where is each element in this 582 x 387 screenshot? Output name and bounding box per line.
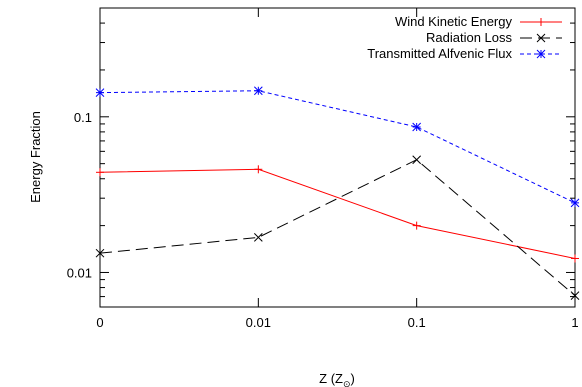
legend-marker	[536, 49, 546, 59]
data-point	[253, 86, 263, 96]
y-tick-label: 0.1	[74, 110, 92, 125]
legend-item: Transmitted Alfvenic Flux	[367, 46, 562, 61]
legend-label: Wind Kinetic Energy	[395, 14, 513, 29]
data-point	[571, 254, 579, 263]
legend-marker	[536, 33, 546, 43]
data-point	[570, 291, 580, 300]
x-axis-ticks: 0 0.01 0.1 1	[96, 8, 579, 330]
series-2	[95, 86, 580, 208]
data-point	[412, 221, 421, 230]
x-tick-label: 0	[96, 315, 103, 330]
legend-item: Wind Kinetic Energy	[395, 14, 562, 29]
legend-label: Radiation Loss	[426, 30, 512, 45]
series-1	[95, 155, 580, 300]
plot-frame	[99, 7, 576, 308]
series-line	[100, 90, 575, 204]
series-layer	[95, 86, 580, 300]
data-point	[96, 168, 104, 177]
y-tick-label: 0.01	[67, 265, 92, 280]
x-axis-label-main: Z (Z	[319, 371, 343, 386]
data-point	[95, 248, 105, 258]
x-tick-label: 1	[571, 315, 578, 330]
x-axis-label-subscript: ⊙	[343, 379, 351, 387]
data-point	[95, 88, 105, 97]
y-axis-ticks: 0.01 0.1	[67, 7, 575, 308]
series-line	[100, 168, 575, 259]
y-axis-label: Energy Fraction	[28, 111, 43, 203]
series-0	[96, 165, 579, 263]
x-axis-label-close: )	[351, 371, 355, 386]
data-point	[412, 122, 422, 132]
data-point	[253, 233, 263, 242]
x-tick-label: 0.01	[246, 315, 271, 330]
data-point	[570, 198, 580, 208]
x-axis-label: Z (Z⊙)	[319, 371, 355, 387]
legend-item: Radiation Loss	[426, 30, 562, 45]
legend-label: Transmitted Alfvenic Flux	[367, 46, 512, 61]
data-point	[412, 155, 422, 165]
legend-marker	[537, 18, 545, 26]
series-line	[100, 159, 575, 296]
x-tick-label: 0.1	[408, 315, 426, 330]
data-point	[254, 165, 263, 174]
